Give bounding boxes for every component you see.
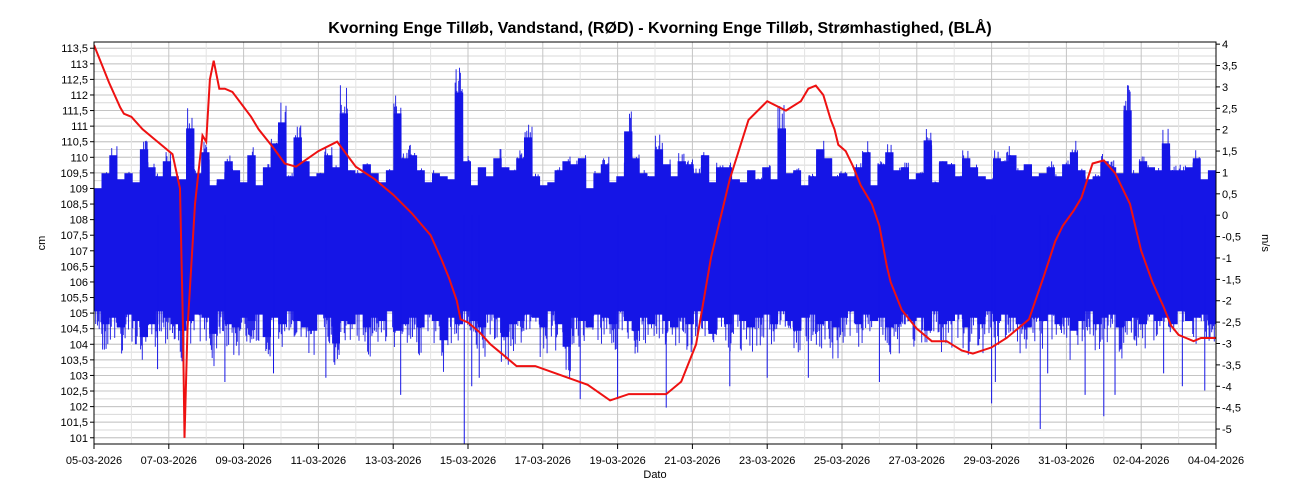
right-tick-label: -0,5 — [1222, 232, 1241, 244]
x-tick-label: 31-03-2026 — [1038, 455, 1094, 467]
left-tick-label: 113 — [70, 59, 88, 71]
left-tick-label: 107,5 — [60, 230, 88, 242]
right-tick-label: -4,5 — [1222, 403, 1241, 415]
y-axis-label-left: cm — [36, 236, 48, 251]
right-tick-label: -5 — [1222, 424, 1232, 436]
x-tick-label: 09-03-2026 — [215, 455, 271, 467]
right-tick-label: 1,5 — [1222, 146, 1237, 158]
x-tick-label: 25-03-2026 — [814, 455, 870, 467]
right-tick-label: 1 — [1222, 167, 1228, 179]
x-tick-label: 05-03-2026 — [66, 455, 122, 467]
right-tick-label: 3 — [1222, 82, 1228, 94]
plot-frame — [93, 41, 1217, 445]
x-axis: 05-03-2026 07-03-2026 09-03-2026 11-03-2026… — [66, 444, 1244, 467]
right-tick-label: 3,5 — [1222, 61, 1237, 73]
stromhastighed-core — [94, 92, 1216, 347]
x-tick-label: 15-03-2026 — [440, 455, 496, 467]
left-tick-label: 107 — [70, 246, 88, 258]
x-tick-label: 17-03-2026 — [515, 455, 571, 467]
x-tick-label: 11-03-2026 — [291, 455, 346, 467]
left-tick-label: 101 — [70, 433, 88, 445]
left-tick-label: 109 — [70, 183, 88, 195]
left-tick-label: 113,5 — [61, 43, 88, 55]
x-tick-label: 04-04-2026 — [1188, 455, 1244, 467]
left-tick-label: 105 — [70, 308, 88, 320]
right-tick-label: 2,5 — [1222, 103, 1237, 115]
left-tick-label: 106 — [70, 277, 88, 289]
left-tick-label: 102 — [70, 402, 88, 414]
left-tick-label: 106,5 — [60, 261, 88, 273]
right-tick-label: -3 — [1222, 339, 1232, 351]
x-tick-label: 02-04-2026 — [1113, 455, 1169, 467]
x-tick-label: 23-03-2026 — [739, 455, 795, 467]
right-tick-label: -4 — [1222, 381, 1232, 393]
left-tick-label: 110,5 — [61, 137, 88, 149]
left-tick-label: 104,5 — [60, 324, 88, 336]
x-tick-label: 29-03-2026 — [963, 455, 1019, 467]
series-stromhastighed — [94, 67, 1216, 444]
left-tick-label: 108 — [70, 215, 88, 227]
right-tick-label: -2 — [1222, 296, 1232, 308]
right-tick-label: 0 — [1222, 210, 1228, 222]
vandstand-line — [94, 44, 1216, 438]
x-tick-label: 13-03-2026 — [365, 455, 421, 467]
right-y-axis: -5 -4,5 -4 -3,5 -3 -2,5 -2 -1,5 -1 -0,5 0 0,5 1 1,5 2 2… — [1216, 39, 1241, 436]
left-tick-label: 102,5 — [60, 386, 88, 398]
left-tick-label: 103 — [70, 370, 88, 382]
left-tick-label: 111,5 — [62, 106, 88, 118]
left-tick-label: 109,5 — [60, 168, 88, 180]
x-tick-label: 27-03-2026 — [889, 455, 945, 467]
series-vandstand — [94, 44, 1216, 438]
left-tick-label: 108,5 — [60, 199, 88, 211]
right-tick-label: 4 — [1222, 39, 1228, 51]
left-tick-label: 112,5 — [61, 74, 88, 86]
left-tick-label: 112 — [70, 90, 88, 102]
left-tick-label: 104 — [70, 339, 88, 351]
right-tick-label: -2,5 — [1222, 317, 1241, 329]
chart-title: Kvorning Enge Tilløb, Vandstand, (RØD) -… — [328, 20, 992, 37]
right-tick-label: -1 — [1222, 253, 1232, 265]
left-tick-label: 110 — [70, 152, 88, 164]
x-tick-label: 07-03-2026 — [141, 455, 197, 467]
left-tick-label: 103,5 — [60, 355, 88, 367]
right-tick-label: 0,5 — [1222, 189, 1237, 201]
left-tick-label: 101,5 — [60, 417, 88, 429]
right-tick-label: -1,5 — [1222, 274, 1241, 286]
x-axis-label: Dato — [643, 469, 666, 481]
left-y-axis: 101 101,5 102 102,5 103 103,5 104 104,5 105 105,5… — [60, 43, 94, 445]
y-axis-label-right: m/s — [1259, 234, 1271, 252]
x-tick-label: 19-03-2026 — [589, 455, 645, 467]
x-tick-label: 21-03-2026 — [664, 455, 720, 467]
left-tick-label: 111 — [71, 121, 88, 133]
right-tick-label: -3,5 — [1222, 360, 1241, 372]
right-tick-label: 2 — [1222, 125, 1228, 137]
left-tick-label: 105,5 — [60, 293, 88, 305]
